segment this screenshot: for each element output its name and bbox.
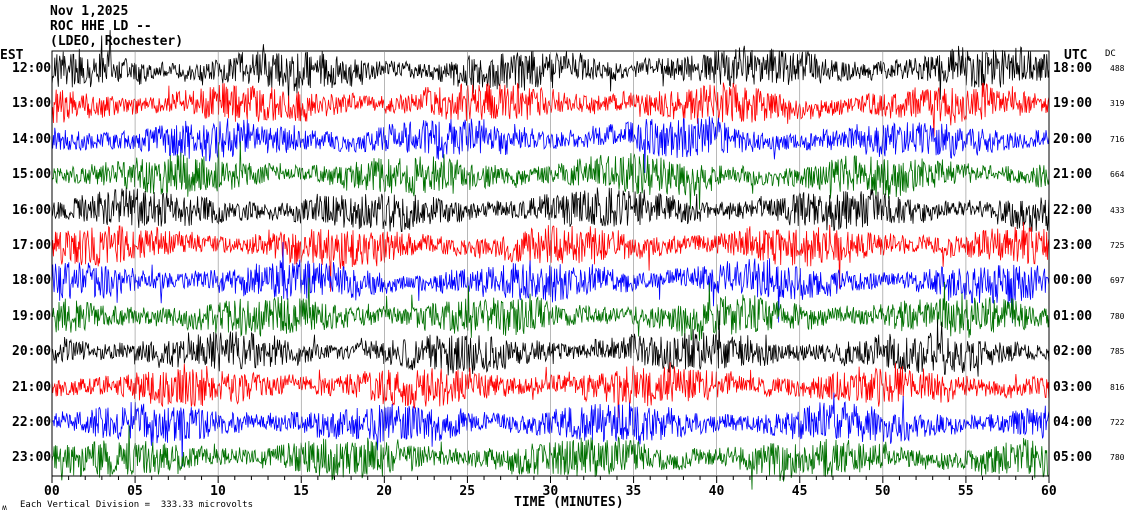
dc-value: 716	[1110, 134, 1125, 144]
scale-note: Each Vertical Division = 333.33 microvol…	[20, 500, 253, 510]
x-tick-label: 05	[127, 484, 143, 499]
network-title: (LDEO, Rochester)	[50, 34, 184, 49]
est-label: 23:00	[12, 450, 52, 466]
utc-label: 18:00	[1053, 61, 1093, 76]
utc-label: 00:00	[1053, 273, 1093, 289]
dc-value: 488	[1110, 64, 1125, 73]
x-tick-label: 55	[957, 484, 974, 499]
utc-label: 01:00	[1053, 308, 1093, 324]
utc-label: 05:00	[1053, 450, 1093, 466]
dc-value: 725	[1110, 241, 1125, 250]
est-label: 16:00	[12, 202, 52, 218]
date-title: Nov 1,2025	[50, 4, 129, 19]
x-tick-label: 20	[376, 484, 392, 499]
est-label: 15:00	[12, 167, 52, 183]
x-axis-label: TIME (MINUTES)	[514, 495, 624, 510]
x-tick-label: 45	[791, 484, 808, 499]
dc-value: 664	[1110, 170, 1125, 180]
est-label: 14:00	[12, 131, 52, 147]
utc-label: 22:00	[1053, 202, 1093, 218]
utc-label: 03:00	[1053, 379, 1093, 395]
x-tick-label: 10	[210, 484, 226, 499]
utc-label: 02:00	[1053, 344, 1093, 360]
est-label: 12:00	[12, 61, 52, 76]
utc-label: 20:00	[1053, 131, 1093, 147]
x-tick-label: 50	[874, 484, 891, 499]
utc-label: 19:00	[1053, 96, 1093, 112]
dc-value: 722	[1110, 418, 1125, 427]
utc-label: 21:00	[1053, 167, 1093, 183]
station-title: ROC HHE LD --	[50, 19, 152, 34]
est-label: 20:00	[12, 344, 52, 360]
x-tick-label: 40	[708, 484, 725, 499]
dc-value: 785	[1110, 347, 1125, 357]
dc-value: 319	[1110, 99, 1125, 109]
left-timezone: EST	[0, 48, 24, 63]
est-label: 19:00	[12, 308, 52, 324]
utc-label: 23:00	[1053, 238, 1093, 253]
est-label: 17:00	[12, 238, 52, 253]
right-timezone: UTC	[1064, 48, 1088, 63]
dc-value: 433	[1110, 205, 1125, 215]
x-tick-label: 35	[625, 484, 642, 499]
utc-label: 04:00	[1053, 415, 1093, 430]
x-tick-label: 15	[293, 484, 309, 499]
est-label: 21:00	[12, 379, 52, 395]
x-tick-label: 25	[459, 484, 476, 499]
dc-value: 697	[1110, 276, 1125, 286]
est-label: 18:00	[12, 273, 52, 289]
est-label: 13:00	[12, 96, 52, 112]
logo-icon: ʍ	[2, 503, 7, 512]
dc-label: DC	[1105, 49, 1116, 59]
x-tick-label: 30	[542, 484, 559, 499]
x-tick-label: 00	[44, 484, 60, 499]
est-label: 22:00	[12, 415, 52, 430]
x-tick-label: 60	[1041, 484, 1057, 499]
dc-value: 816	[1110, 382, 1125, 392]
dc-value: 780	[1110, 453, 1125, 463]
dc-value: 780	[1110, 311, 1125, 321]
